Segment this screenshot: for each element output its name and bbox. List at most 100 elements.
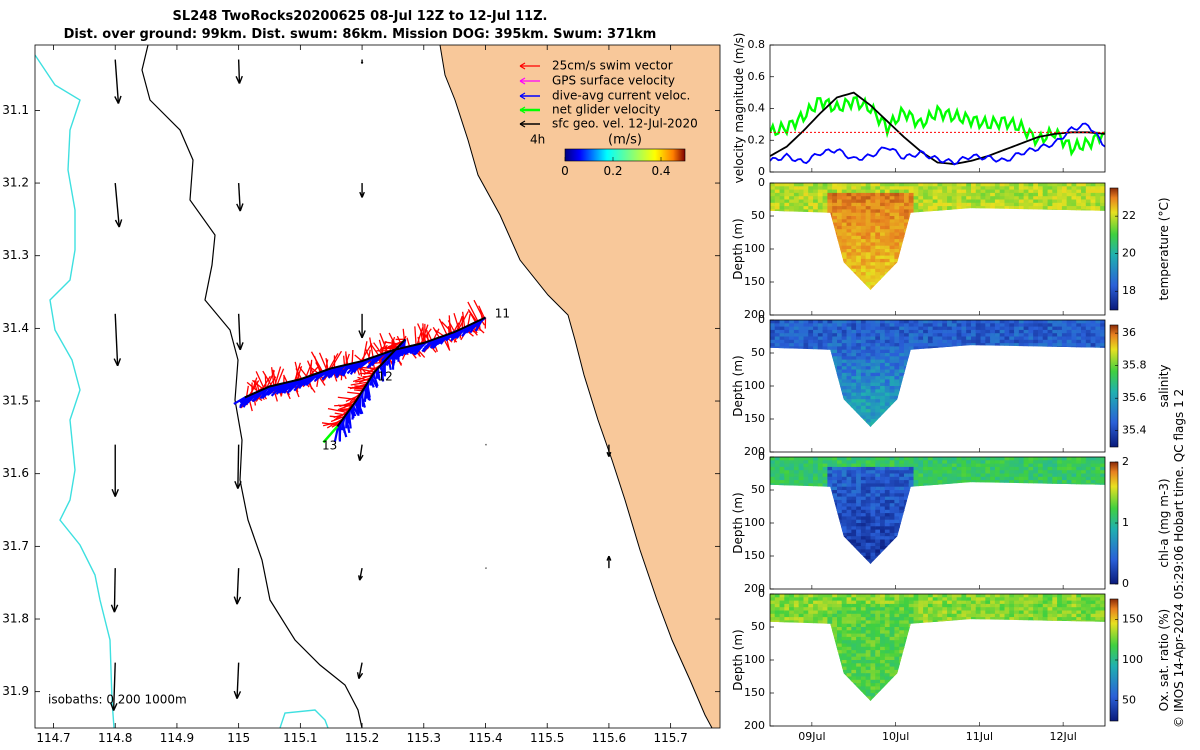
section-cell	[904, 369, 910, 375]
section-cell	[817, 382, 824, 389]
section-cell	[932, 278, 939, 285]
section-cell	[1038, 212, 1044, 219]
section-cell	[798, 239, 805, 245]
section-cell	[793, 359, 800, 366]
section-cell	[851, 362, 857, 369]
section-cell	[966, 209, 972, 215]
section-cell	[1047, 288, 1053, 290]
section-cell	[918, 392, 924, 399]
section-cell	[889, 235, 896, 242]
section-cell	[927, 369, 934, 375]
section-cell	[918, 272, 924, 278]
section-cell	[1071, 285, 1077, 290]
section-cell	[932, 399, 939, 405]
section-cell	[841, 232, 848, 238]
section-cell	[822, 419, 829, 425]
section-cell	[1052, 189, 1058, 196]
section-cell	[865, 268, 872, 275]
section-cell	[990, 412, 996, 418]
section-cell	[880, 405, 886, 412]
section-cell	[770, 239, 776, 245]
section-cell	[880, 346, 886, 352]
section-cell	[966, 366, 972, 372]
swim-vector	[354, 385, 366, 388]
section-cell	[851, 225, 857, 232]
section-cell	[1004, 366, 1010, 372]
section-cell	[927, 382, 934, 389]
section-cell	[1033, 232, 1039, 238]
section-cell	[985, 346, 991, 352]
section-cell	[994, 422, 1001, 427]
swim-vector	[456, 315, 463, 332]
section-cell	[994, 386, 1001, 392]
section-cell	[851, 346, 857, 352]
section-cell	[1071, 186, 1077, 192]
section-cell	[994, 333, 1001, 339]
section-cell	[927, 405, 934, 412]
swim-vector	[309, 359, 313, 376]
section-cell	[1004, 232, 1010, 238]
section-cell	[1047, 229, 1053, 235]
section-cell	[837, 202, 843, 209]
section-cell	[779, 362, 785, 369]
section-cell	[779, 282, 785, 288]
section-cell	[1014, 395, 1020, 402]
section-cell	[942, 212, 948, 219]
section-cell	[1023, 258, 1030, 265]
section-cell	[971, 366, 977, 372]
section-cell	[1023, 249, 1030, 255]
section-cell	[841, 235, 848, 242]
section-cell	[971, 412, 977, 418]
section-cell	[884, 320, 891, 326]
section-cell	[865, 409, 872, 415]
section-cell	[827, 379, 833, 385]
section-cell	[956, 196, 963, 202]
section-cell	[860, 405, 867, 412]
section-cell	[1052, 219, 1058, 225]
section-cell	[856, 202, 862, 209]
section-cell	[975, 258, 982, 265]
section-cell	[975, 343, 982, 349]
section-cell	[880, 429, 885, 434]
section-cell	[1038, 239, 1044, 245]
section-cell	[937, 329, 943, 336]
section-cell	[894, 186, 900, 192]
section-cell	[784, 239, 790, 245]
section-cell	[923, 229, 929, 235]
section-cell	[990, 249, 996, 255]
section-cell	[923, 268, 929, 275]
section-cell	[971, 379, 977, 385]
section-cell	[880, 362, 886, 369]
section-cell	[1023, 379, 1030, 385]
section-cell	[1023, 216, 1030, 222]
section-cell	[841, 402, 848, 408]
section-cell	[870, 425, 876, 427]
section-cell	[971, 419, 977, 425]
section-cell	[817, 425, 824, 427]
section-cell	[793, 229, 800, 235]
section-cell	[779, 372, 785, 379]
section-cell	[918, 336, 924, 342]
section-cell	[875, 222, 881, 229]
section-cell	[985, 412, 991, 418]
section-cell	[1023, 392, 1030, 399]
section-cell	[966, 346, 972, 352]
section-cell	[990, 245, 996, 252]
section-cell	[813, 343, 819, 349]
section-cell	[904, 353, 910, 359]
map-y-tick-label: 31.2	[2, 176, 29, 190]
section-cell	[832, 206, 838, 212]
section-cell	[860, 329, 867, 336]
section-cell	[875, 219, 881, 225]
section-cell	[880, 288, 886, 290]
section-cell	[923, 362, 929, 369]
section-cell	[875, 232, 881, 238]
section-cell	[837, 285, 843, 290]
section-cell	[927, 353, 934, 359]
section-cell	[822, 415, 829, 422]
section-cell	[1014, 272, 1020, 278]
section-cell	[798, 356, 805, 362]
section-cell	[856, 222, 862, 229]
section-cell	[1014, 288, 1020, 290]
section-cell	[894, 282, 900, 288]
